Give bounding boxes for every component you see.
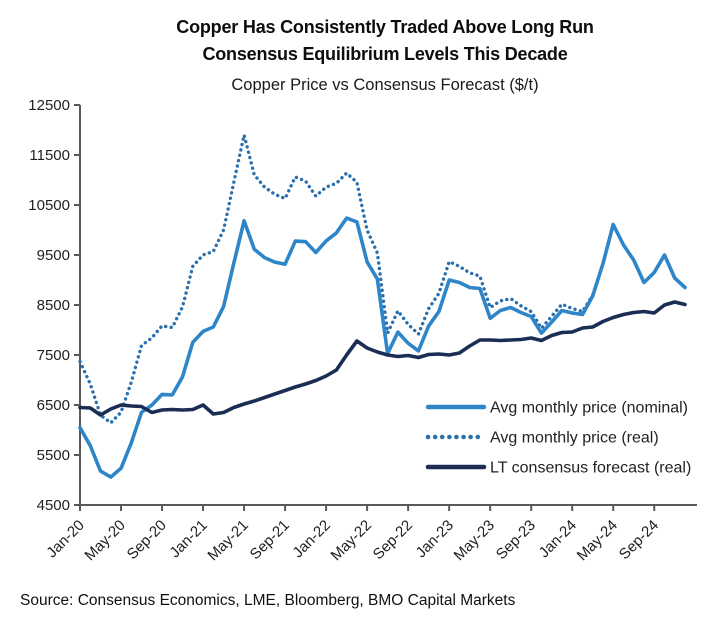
y-tick-label: 7500 [37, 347, 70, 364]
series-line-lt-consensus-forecast-real [78, 300, 687, 417]
y-tick-label: 10500 [28, 197, 70, 214]
series-line-avg-monthly-price-nominal [78, 216, 687, 479]
x-tick-label: Jan-22 [289, 517, 333, 561]
x-tick-label: Jan-20 [43, 517, 87, 561]
y-tick-label: 12500 [28, 97, 70, 114]
x-tick-label: Jan-23 [413, 517, 457, 561]
y-tick-label: 6500 [37, 397, 70, 414]
x-tick-label: Jan-24 [536, 517, 580, 561]
legend-label-1: Avg monthly price (nominal) [490, 400, 688, 417]
series-line-avg-monthly-price-real [78, 133, 687, 425]
chart-subtitle: Copper Price vs Consensus Forecast ($/t) [231, 76, 539, 94]
x-tick-label: Sep-20 [124, 517, 170, 563]
x-axis-ticks: Jan-20May-20Sep-20Jan-21May-21Sep-21Jan-… [43, 505, 662, 564]
x-tick-label: Sep-23 [493, 517, 539, 563]
y-tick-label: 8500 [37, 297, 70, 314]
legend-label-3: LT consensus forecast (real) [490, 460, 691, 477]
x-tick-label: Sep-24 [616, 517, 662, 563]
x-tick-label: May-24 [574, 517, 621, 564]
x-tick-label: Jan-21 [166, 517, 210, 561]
x-tick-label: Sep-22 [370, 517, 416, 563]
legend-label-2: Avg monthly price (real) [490, 430, 659, 447]
x-tick-label: May-22 [328, 517, 375, 564]
chart-title-line2: Consensus Equilibrium Levels This Decade [202, 44, 568, 64]
y-tick-label: 4500 [37, 497, 70, 514]
source-note: Source: Consensus Economics, LME, Bloomb… [20, 592, 516, 609]
y-tick-label: 9500 [37, 247, 70, 264]
legend: Avg monthly price (nominal) Avg monthly p… [425, 400, 691, 477]
y-tick-label: 5500 [37, 447, 70, 464]
y-tick-label: 11500 [29, 147, 70, 164]
x-tick-label: Sep-21 [247, 517, 293, 563]
chart-title: Copper Has Consistently Traded Above Lon… [60, 14, 710, 68]
x-tick-label: May-23 [451, 517, 498, 564]
x-tick-label: May-21 [204, 517, 251, 564]
x-tick-label: May-20 [81, 517, 128, 564]
chart-title-line1: Copper Has Consistently Traded Above Lon… [176, 17, 594, 37]
y-axis-ticks: 4500 5500 6500 7500 8500 9500 10500 11500 12500 [28, 97, 80, 514]
